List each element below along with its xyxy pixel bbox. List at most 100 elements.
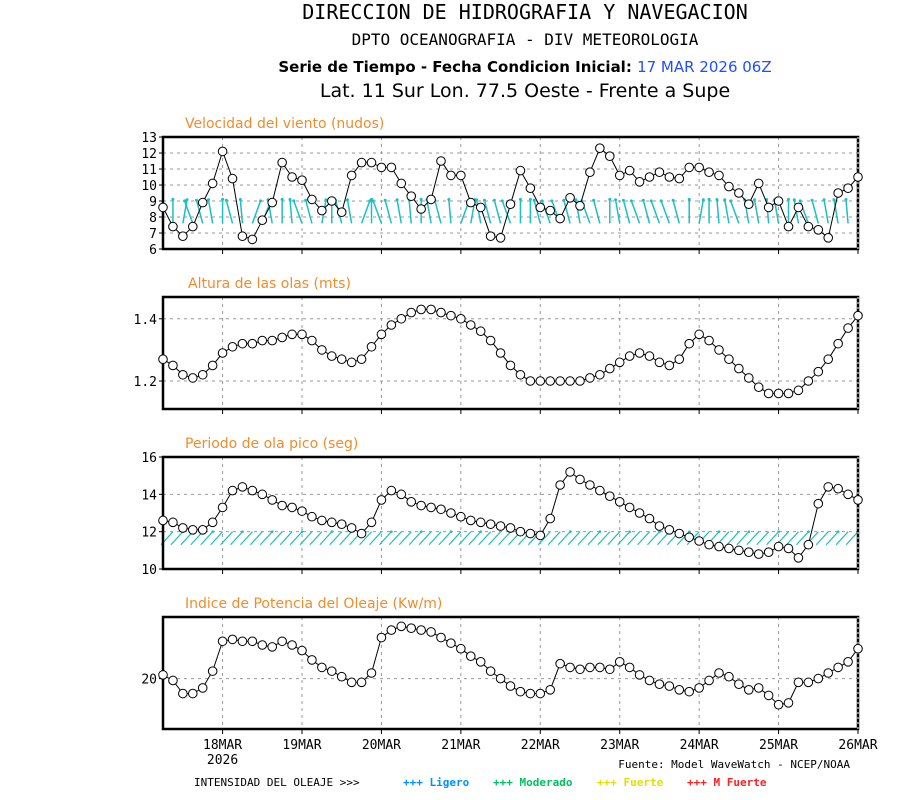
x-tick-year: 2026 — [207, 753, 238, 768]
swell-direction-arrow — [369, 531, 382, 546]
data-point — [694, 162, 704, 173]
data-point — [237, 482, 248, 492]
data-point — [525, 528, 536, 539]
data-point — [585, 373, 595, 383]
data-point — [743, 685, 754, 695]
data-point — [664, 360, 675, 371]
data-point — [336, 519, 347, 530]
data-point — [475, 326, 486, 337]
panel-4: Indice de Potencia del Oleaje (Kw/m) 20 — [141, 596, 863, 734]
swell-direction-arrow — [458, 531, 472, 546]
data-point — [763, 202, 774, 213]
wind-direction-arrow — [630, 200, 641, 224]
data-point — [823, 233, 834, 243]
wind-arrow-head — [614, 198, 618, 202]
data-point — [366, 157, 377, 168]
data-point — [724, 543, 734, 554]
data-point — [366, 668, 377, 678]
data-point — [753, 549, 764, 559]
data-point — [297, 645, 307, 656]
data-point — [485, 519, 496, 530]
panel-title: Indice de Potencia del Oleaje (Kw/m) — [185, 596, 442, 612]
data-point — [575, 664, 585, 675]
swell-direction-arrow — [567, 531, 581, 546]
data-point — [485, 335, 496, 346]
swell-direction-arrow — [448, 531, 462, 546]
data-point — [585, 167, 595, 177]
plot-frame — [161, 455, 860, 571]
wind-direction-arrow — [642, 200, 651, 224]
data-point — [545, 513, 556, 524]
wind-arrow-head — [518, 197, 522, 201]
data-point — [217, 146, 228, 157]
data-point — [406, 191, 417, 201]
data-point — [237, 636, 248, 647]
data-point — [446, 310, 456, 321]
data-point — [426, 194, 436, 205]
series-line — [162, 147, 859, 241]
wind-direction-arrow — [448, 199, 452, 224]
data-point — [307, 194, 317, 205]
wind-direction-arrow — [501, 200, 512, 224]
data-point — [604, 151, 615, 161]
data-point — [664, 681, 675, 691]
data-point — [793, 677, 804, 688]
swell-direction-arrow — [309, 531, 323, 546]
data-point — [237, 231, 248, 241]
wind-arrow-head — [621, 198, 625, 202]
data-point — [247, 338, 258, 349]
x-tick-label: 19MAR — [282, 738, 321, 753]
data-point — [833, 188, 843, 198]
data-point — [247, 636, 258, 647]
wind-arrow-head — [649, 199, 653, 203]
data-point — [277, 332, 287, 343]
wind-direction-arrow — [614, 199, 621, 224]
panel-3: Periodo de ola pico (seg) 10 12 14 16 — [141, 436, 863, 578]
data-point — [793, 385, 804, 396]
data-point — [346, 357, 357, 368]
data-point — [247, 234, 258, 245]
data-point — [465, 320, 476, 330]
header-department: DPTO OCEANOGRAFIA - DIV METEOROLOGIA — [351, 30, 699, 49]
series-line — [162, 471, 859, 559]
data-point — [614, 170, 625, 181]
wind-direction-arrow — [289, 199, 293, 224]
x-tick-label: 21MAR — [441, 738, 480, 753]
wind-direction-arrow — [622, 200, 631, 224]
data-point — [694, 536, 704, 546]
swell-direction-arrow — [577, 531, 591, 546]
data-point — [803, 376, 814, 386]
swell-direction-arrow — [498, 531, 512, 546]
data-point — [495, 348, 506, 358]
swell-direction-arrow — [478, 531, 492, 546]
data-point — [783, 698, 794, 708]
data-point — [456, 170, 466, 181]
data-point — [555, 213, 565, 224]
data-point — [336, 671, 347, 682]
wind-direction-arrow — [225, 200, 234, 224]
wind-arrow-head — [574, 198, 578, 202]
data-point — [406, 307, 417, 318]
wind-arrow-head — [753, 198, 757, 202]
data-point — [833, 662, 843, 673]
data-point — [277, 500, 287, 511]
y-tick-label: 8 — [149, 211, 157, 226]
data-point — [416, 500, 426, 511]
data-point — [277, 636, 287, 647]
data-point — [247, 485, 258, 496]
data-point — [178, 231, 188, 241]
swell-direction-arrow — [378, 531, 392, 546]
data-point — [515, 686, 526, 697]
data-point — [287, 172, 297, 182]
data-point — [763, 388, 774, 399]
wind-arrow-head — [238, 197, 242, 201]
data-point — [734, 679, 744, 690]
wind-arrow-head — [447, 197, 451, 201]
y-tick-label: 7 — [149, 227, 157, 242]
swell-direction-arrow — [438, 531, 452, 546]
data-point — [724, 354, 734, 365]
data-point — [426, 304, 436, 315]
data-point — [684, 532, 695, 543]
data-point — [535, 688, 546, 699]
wind-direction-arrow — [698, 199, 705, 224]
